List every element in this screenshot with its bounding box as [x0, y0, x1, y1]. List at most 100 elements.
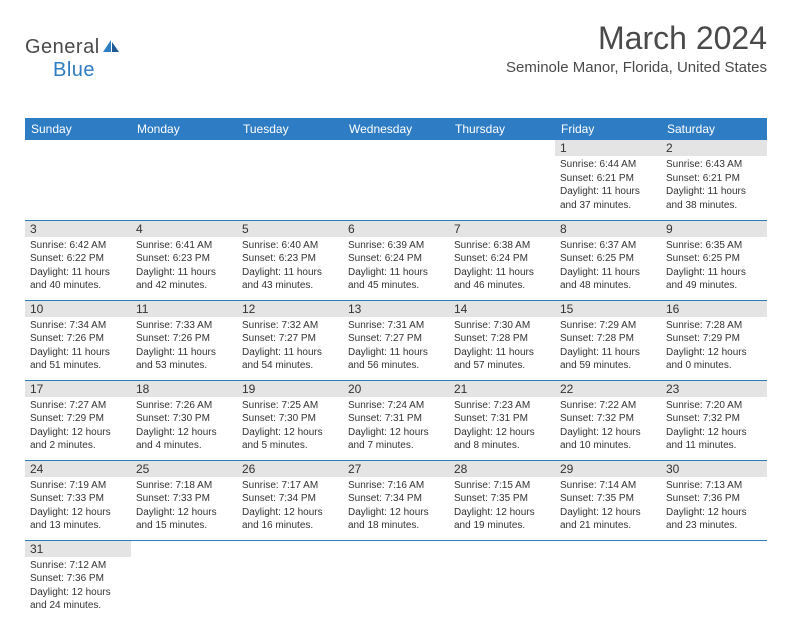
daylight-text-2: and 19 minutes. [454, 519, 550, 533]
sunset-text: Sunset: 7:36 PM [666, 492, 762, 506]
sunset-text: Sunset: 7:26 PM [30, 332, 126, 346]
daylight-text-1: Daylight: 12 hours [666, 346, 762, 360]
day-number: 20 [343, 381, 449, 397]
day-number: 10 [25, 301, 131, 317]
day-number: 29 [555, 461, 661, 477]
day-number: 4 [131, 221, 237, 237]
daylight-text-2: and 10 minutes. [560, 439, 656, 453]
day-number: 16 [661, 301, 767, 317]
sunset-text: Sunset: 7:33 PM [30, 492, 126, 506]
sunset-text: Sunset: 7:35 PM [454, 492, 550, 506]
daylight-text-1: Daylight: 12 hours [348, 426, 444, 440]
day-cell: 17Sunrise: 7:27 AMSunset: 7:29 PMDayligh… [25, 380, 131, 460]
day-number: 7 [449, 221, 555, 237]
daylight-text-1: Daylight: 12 hours [666, 426, 762, 440]
daylight-text-2: and 18 minutes. [348, 519, 444, 533]
daylight-text-1: Daylight: 11 hours [30, 266, 126, 280]
sunrise-text: Sunrise: 7:29 AM [560, 319, 656, 333]
daylight-text-1: Daylight: 11 hours [454, 266, 550, 280]
day-cell: 23Sunrise: 7:20 AMSunset: 7:32 PMDayligh… [661, 380, 767, 460]
day-cell: 15Sunrise: 7:29 AMSunset: 7:28 PMDayligh… [555, 300, 661, 380]
day-info: Sunrise: 6:38 AMSunset: 6:24 PMDaylight:… [449, 237, 555, 297]
page-header: General March 2024 Seminole Manor, Flori… [25, 20, 767, 76]
day-cell: 30Sunrise: 7:13 AMSunset: 7:36 PMDayligh… [661, 460, 767, 540]
day-number: 25 [131, 461, 237, 477]
day-info: Sunrise: 7:26 AMSunset: 7:30 PMDaylight:… [131, 397, 237, 457]
day-info: Sunrise: 6:42 AMSunset: 6:22 PMDaylight:… [25, 237, 131, 297]
day-info: Sunrise: 6:43 AMSunset: 6:21 PMDaylight:… [661, 156, 767, 216]
sunset-text: Sunset: 6:25 PM [666, 252, 762, 266]
calendar-table: Sunday Monday Tuesday Wednesday Thursday… [25, 118, 767, 620]
daylight-text-1: Daylight: 11 hours [560, 346, 656, 360]
daylight-text-1: Daylight: 11 hours [560, 185, 656, 199]
day-info: Sunrise: 7:34 AMSunset: 7:26 PMDaylight:… [25, 317, 131, 377]
day-cell: 1Sunrise: 6:44 AMSunset: 6:21 PMDaylight… [555, 140, 661, 220]
day-number: 5 [237, 221, 343, 237]
sunset-text: Sunset: 6:21 PM [560, 172, 656, 186]
day-cell: 11Sunrise: 7:33 AMSunset: 7:26 PMDayligh… [131, 300, 237, 380]
sunset-text: Sunset: 6:24 PM [454, 252, 550, 266]
sunrise-text: Sunrise: 7:15 AM [454, 479, 550, 493]
sunset-text: Sunset: 7:29 PM [666, 332, 762, 346]
daylight-text-1: Daylight: 12 hours [454, 426, 550, 440]
day-cell: 16Sunrise: 7:28 AMSunset: 7:29 PMDayligh… [661, 300, 767, 380]
sunrise-text: Sunrise: 7:22 AM [560, 399, 656, 413]
day-info: Sunrise: 6:41 AMSunset: 6:23 PMDaylight:… [131, 237, 237, 297]
daylight-text-2: and 8 minutes. [454, 439, 550, 453]
day-cell: 29Sunrise: 7:14 AMSunset: 7:35 PMDayligh… [555, 460, 661, 540]
sunset-text: Sunset: 7:28 PM [454, 332, 550, 346]
dayhead-thu: Thursday [449, 118, 555, 140]
day-cell: 28Sunrise: 7:15 AMSunset: 7:35 PMDayligh… [449, 460, 555, 540]
sunrise-text: Sunrise: 7:24 AM [348, 399, 444, 413]
calendar-row: 24Sunrise: 7:19 AMSunset: 7:33 PMDayligh… [25, 460, 767, 540]
sunrise-text: Sunrise: 6:41 AM [136, 239, 232, 253]
day-info: Sunrise: 7:24 AMSunset: 7:31 PMDaylight:… [343, 397, 449, 457]
day-info: Sunrise: 7:32 AMSunset: 7:27 PMDaylight:… [237, 317, 343, 377]
sunrise-text: Sunrise: 7:19 AM [30, 479, 126, 493]
sunrise-text: Sunrise: 6:39 AM [348, 239, 444, 253]
title-block: March 2024 Seminole Manor, Florida, Unit… [506, 20, 767, 76]
day-info: Sunrise: 6:35 AMSunset: 6:25 PMDaylight:… [661, 237, 767, 297]
day-number: 9 [661, 221, 767, 237]
sunset-text: Sunset: 7:27 PM [242, 332, 338, 346]
day-info: Sunrise: 7:19 AMSunset: 7:33 PMDaylight:… [25, 477, 131, 537]
day-number: 17 [25, 381, 131, 397]
day-cell: 26Sunrise: 7:17 AMSunset: 7:34 PMDayligh… [237, 460, 343, 540]
day-info: Sunrise: 6:40 AMSunset: 6:23 PMDaylight:… [237, 237, 343, 297]
day-number: 28 [449, 461, 555, 477]
sunrise-text: Sunrise: 7:31 AM [348, 319, 444, 333]
daylight-text-1: Daylight: 12 hours [666, 506, 762, 520]
daylight-text-1: Daylight: 11 hours [30, 346, 126, 360]
daylight-text-2: and 49 minutes. [666, 279, 762, 293]
calendar-body: 1Sunrise: 6:44 AMSunset: 6:21 PMDaylight… [25, 140, 767, 620]
day-info: Sunrise: 7:17 AMSunset: 7:34 PMDaylight:… [237, 477, 343, 537]
sunset-text: Sunset: 7:26 PM [136, 332, 232, 346]
brand-text-2: Blue [53, 59, 95, 81]
empty-cell [131, 140, 237, 220]
sunrise-text: Sunrise: 6:35 AM [666, 239, 762, 253]
day-number: 11 [131, 301, 237, 317]
daylight-text-2: and 48 minutes. [560, 279, 656, 293]
empty-cell [237, 540, 343, 620]
day-info: Sunrise: 7:29 AMSunset: 7:28 PMDaylight:… [555, 317, 661, 377]
daylight-text-2: and 38 minutes. [666, 199, 762, 213]
daylight-text-1: Daylight: 11 hours [136, 266, 232, 280]
daylight-text-1: Daylight: 11 hours [136, 346, 232, 360]
day-number: 22 [555, 381, 661, 397]
day-cell: 12Sunrise: 7:32 AMSunset: 7:27 PMDayligh… [237, 300, 343, 380]
daylight-text-2: and 43 minutes. [242, 279, 338, 293]
daylight-text-1: Daylight: 12 hours [242, 506, 338, 520]
brand-logo-stack: General Blue [25, 36, 121, 82]
daylight-text-2: and 21 minutes. [560, 519, 656, 533]
empty-cell [343, 540, 449, 620]
daylight-text-2: and 16 minutes. [242, 519, 338, 533]
daylight-text-2: and 56 minutes. [348, 359, 444, 373]
calendar-row: 10Sunrise: 7:34 AMSunset: 7:26 PMDayligh… [25, 300, 767, 380]
day-number: 24 [25, 461, 131, 477]
sunset-text: Sunset: 7:30 PM [242, 412, 338, 426]
daylight-text-2: and 23 minutes. [666, 519, 762, 533]
day-info: Sunrise: 6:44 AMSunset: 6:21 PMDaylight:… [555, 156, 661, 216]
day-number: 3 [25, 221, 131, 237]
day-info: Sunrise: 6:39 AMSunset: 6:24 PMDaylight:… [343, 237, 449, 297]
sunrise-text: Sunrise: 6:43 AM [666, 158, 762, 172]
